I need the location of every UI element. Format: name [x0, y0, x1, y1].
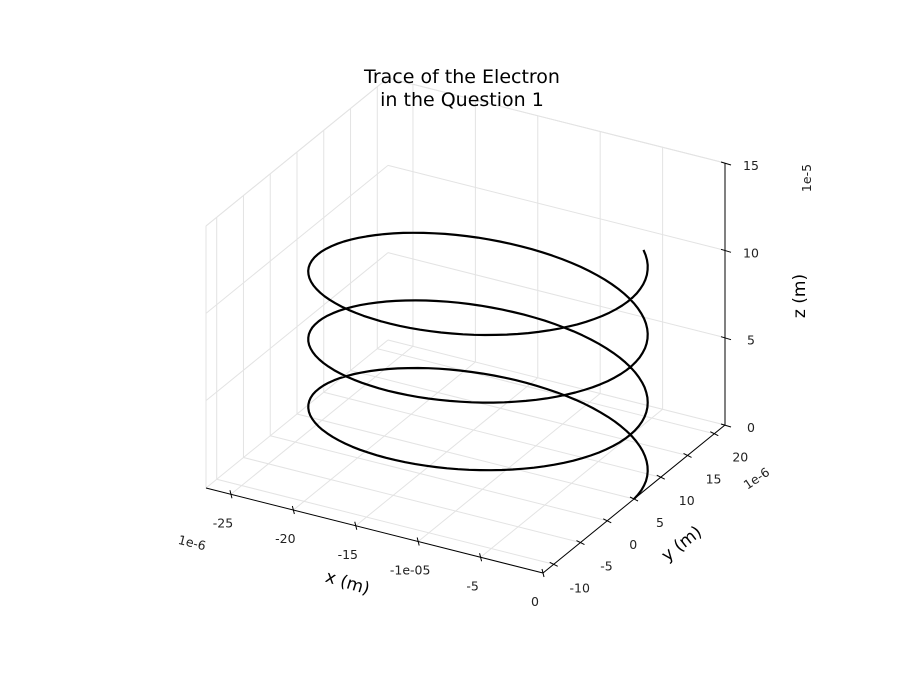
- floor-grid-line: [377, 348, 715, 435]
- floor-grid-line: [216, 478, 554, 565]
- pane-edge: [387, 77, 726, 164]
- z-offset-label: 1e-5: [799, 164, 814, 192]
- x-offset-label: 1e-6: [177, 532, 208, 553]
- floor-grid-line: [243, 457, 581, 544]
- axes: [205, 163, 726, 574]
- pane-edge: [205, 77, 389, 227]
- y-tick-label: 15: [706, 471, 722, 486]
- y-tick: [656, 474, 665, 480]
- x-tick: [479, 553, 483, 562]
- y-tick: [549, 561, 558, 567]
- y-tick-label: -5: [600, 559, 612, 574]
- z-tick: [720, 248, 732, 253]
- x-tick-label: -25: [213, 515, 233, 530]
- x-axis-line: [205, 487, 544, 574]
- z-tick-label: 10: [743, 245, 759, 260]
- y-tick-label: 10: [679, 493, 695, 508]
- y-tick-label: 5: [656, 515, 664, 530]
- x-tick: [229, 490, 233, 499]
- y-tick: [603, 518, 612, 524]
- chart-title-line-1: Trace of the Electron: [363, 66, 560, 88]
- y-tick-label: 20: [732, 450, 748, 465]
- ticks: -25 -20 -15 -1e-05 -5 0 -10 -5 0 5 10 15 20 0 5 10 15: [213, 158, 759, 609]
- left-wall-grid-line: [205, 339, 389, 489]
- x-tick-label: 0: [531, 594, 539, 609]
- y-tick: [683, 453, 692, 458]
- x-tick-label: -20: [275, 531, 295, 546]
- z-axis-label: z (m): [790, 274, 810, 318]
- x-tick: [541, 568, 545, 578]
- x-axis-label: x (m): [323, 567, 372, 599]
- z-tick: [720, 423, 732, 428]
- left-wall-grid-line: [205, 164, 389, 314]
- electron-trace-line: [307, 231, 649, 500]
- x-tick: [291, 505, 295, 515]
- y-tick: [710, 431, 719, 437]
- y-axis-label: y (m): [658, 522, 706, 566]
- x-tick: [354, 521, 358, 530]
- y-tick: [576, 540, 585, 545]
- y-offset-label: 1e-6: [741, 464, 773, 492]
- y-tick-label: -10: [569, 580, 589, 595]
- x-tick: [416, 537, 420, 546]
- x-tick-label: -5: [466, 578, 478, 593]
- z-tick-label: 15: [743, 158, 759, 173]
- back-wall-grid-line: [387, 252, 726, 339]
- x-tick-label: -15: [338, 547, 358, 562]
- floor-grid-line: [270, 435, 608, 522]
- x-tick-label: -1e-05: [390, 563, 431, 578]
- z-tick: [720, 336, 732, 341]
- left-wall-grid-line: [205, 252, 389, 402]
- back-wall-grid-line: [387, 339, 726, 426]
- z-tick-label: 0: [747, 420, 755, 435]
- y-tick-label: 0: [629, 537, 637, 552]
- floor-grid-line: [323, 391, 661, 478]
- chart-title-line-2: in the Question 1: [380, 89, 544, 111]
- floor-grid-line: [350, 369, 688, 456]
- z-tick: [720, 161, 732, 166]
- z-tick-label: 5: [747, 333, 755, 348]
- back-wall-grid-line: [387, 164, 726, 251]
- floor-grid-line: [296, 413, 635, 500]
